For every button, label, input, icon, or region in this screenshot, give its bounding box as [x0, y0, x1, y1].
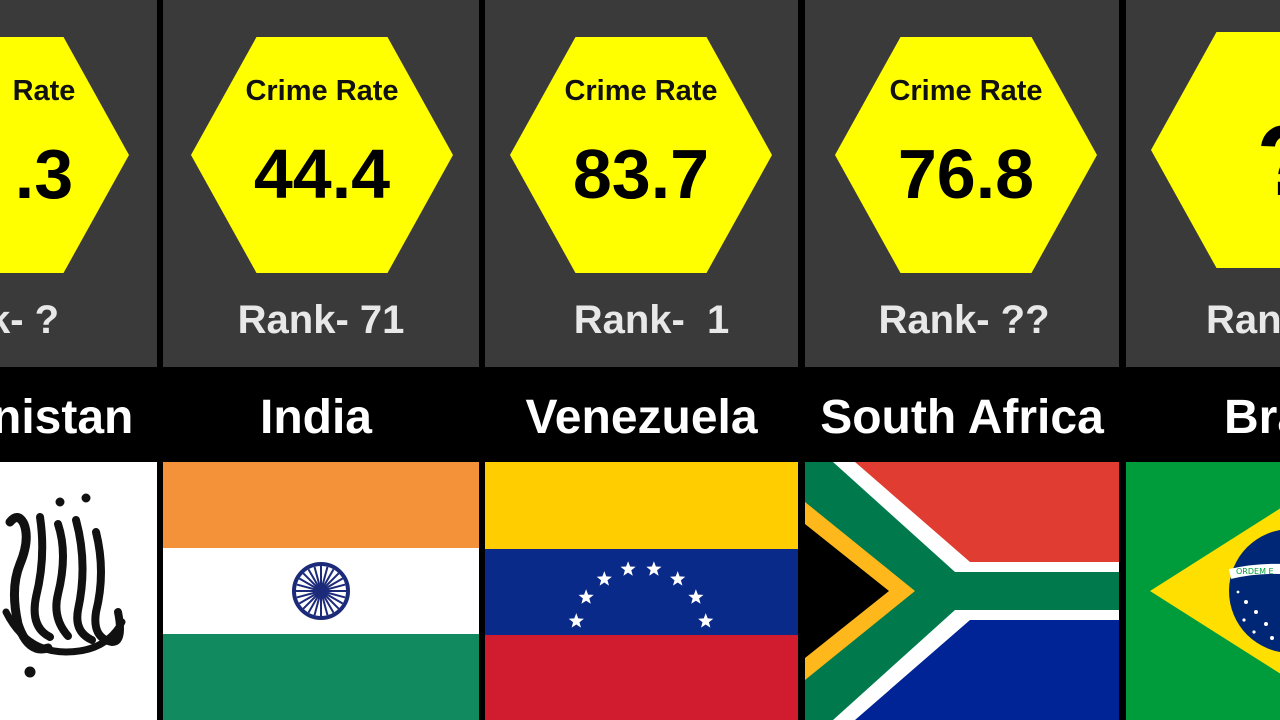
country-name: nistan — [0, 391, 134, 444]
afghanistan-flag-icon — [0, 462, 157, 720]
crime-rate-hexagon: Crime Rate 44.4 — [191, 37, 453, 273]
rank-text: Rank- 71 — [237, 298, 405, 342]
crime-rate-value: 83.7 — [572, 135, 710, 213]
star-icon — [670, 571, 686, 586]
star-icon — [568, 613, 584, 628]
india-flag-icon — [163, 462, 479, 720]
crime-rate-label: Crime Rate — [889, 75, 1043, 107]
crime-rate-hexagon: Crime Rate 83.7 — [510, 37, 772, 273]
brazil-flag-icon: ORDEM E — [1126, 462, 1280, 720]
country-name: Bra — [1224, 391, 1280, 444]
country-name: India — [259, 391, 372, 444]
country-card-india: Crime Rate 44.4 Rank- 71 India — [163, 0, 479, 720]
crime-rate-value: .3 — [14, 135, 74, 213]
crime-rate-label: Crime Rate — [245, 75, 399, 107]
star-icon — [620, 561, 636, 576]
country-name: Venezuela — [525, 391, 758, 444]
country-name: South Africa — [820, 391, 1104, 444]
country-card-venezuela: Crime Rate 83.7 Rank- 1 Venezuela — [485, 0, 798, 720]
crime-rate-label: Crime Rate — [564, 75, 718, 107]
south-africa-flag-icon — [805, 462, 1119, 720]
country-card-south-africa: Crime Rate 76.8 Rank- ?? South Africa — [805, 0, 1119, 720]
crime-rate-value: 76.8 — [897, 135, 1035, 213]
star-icon — [596, 571, 612, 586]
country-card-brazil: ? Ran Bra ORDEM E — [1126, 0, 1280, 720]
star-icon — [646, 561, 662, 576]
star-icon — [698, 613, 714, 628]
crime-rate-value: ? — [1161, 104, 1280, 219]
star-icon — [578, 589, 594, 604]
rank-text: Rank- 1 — [573, 298, 730, 342]
svg-text:ORDEM E: ORDEM E — [1236, 567, 1274, 576]
crime-rate-label: Rate — [12, 75, 76, 107]
crime-rate-value: 44.4 — [253, 135, 391, 213]
star-icon — [688, 589, 704, 604]
ashoka-chakra-icon — [292, 562, 350, 620]
star-arc-icon — [568, 561, 714, 628]
rank-text: Ran — [1206, 298, 1280, 342]
rank-text: Rank- ?? — [878, 298, 1050, 342]
venezuela-flag-icon — [485, 462, 798, 720]
country-card-afghanistan: Rate .3 k- ? nistan — [0, 0, 157, 720]
rank-text: k- ? — [0, 298, 60, 342]
